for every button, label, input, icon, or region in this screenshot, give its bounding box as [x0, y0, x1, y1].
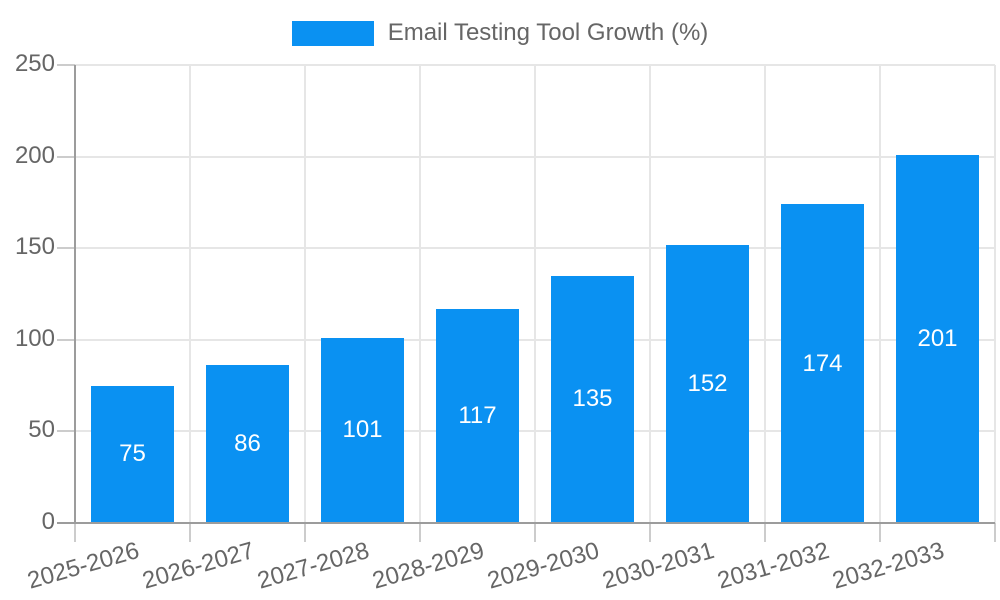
x-gridline — [189, 65, 191, 523]
bar-2032-2033[interactable]: 201 — [896, 154, 979, 523]
y-axis-label-text: 50 — [28, 416, 55, 444]
y-axis-label-text: 100 — [14, 324, 55, 352]
y-axis-tick — [57, 155, 75, 158]
y-axis-line — [74, 65, 76, 524]
x-gridline — [764, 65, 766, 523]
bar-2027-2028[interactable]: 101 — [321, 337, 404, 523]
x-gridline — [649, 65, 651, 523]
x-axis-label-text: 2027-2028 — [254, 537, 372, 595]
y-axis-label-text: 200 — [14, 141, 55, 169]
x-axis-label-text: 2030-2031 — [599, 537, 717, 595]
x-axis-label-text: 2029-2030 — [484, 537, 602, 595]
bar-2028-2029[interactable]: 117 — [436, 308, 519, 523]
x-axis-label-text: 2026-2027 — [139, 537, 257, 595]
y-axis-tick — [57, 338, 75, 341]
x-gridline — [994, 65, 996, 523]
legend-swatch-icon — [291, 20, 374, 46]
y-axis-label-text: 0 — [41, 507, 55, 535]
x-axis-label-text: 2028-2029 — [369, 537, 487, 595]
bar-2031-2032-text: 174 — [802, 349, 843, 377]
x-gridline — [304, 65, 306, 523]
legend-label: Email Testing Tool Growth (%) — [387, 19, 709, 46]
bar-2026-2027[interactable]: 86 — [206, 365, 289, 523]
bar-2030-2031[interactable]: 152 — [666, 244, 749, 523]
x-axis-tick — [649, 523, 651, 542]
x-gridline — [419, 65, 421, 523]
bar-2030-2031-text: 152 — [687, 369, 728, 397]
bar-2028-2029-text: 117 — [458, 401, 497, 429]
x-axis-tick — [419, 523, 421, 542]
x-axis-tick — [994, 523, 996, 542]
x-axis-line — [57, 522, 995, 524]
x-axis-label-text: 2031-2032 — [714, 537, 832, 595]
x-gridline — [534, 65, 536, 523]
y-axis-tick — [57, 430, 75, 433]
chart-legend[interactable]: Email Testing Tool Growth (%) — [0, 18, 1000, 48]
x-axis-label-text: 2032-2033 — [829, 537, 947, 595]
bar-2031-2032[interactable]: 174 — [781, 204, 864, 523]
bar-2032-2033-text: 201 — [917, 324, 958, 352]
x-axis-label-text: 2025-2026 — [24, 537, 142, 595]
x-gridline — [879, 65, 881, 523]
y-axis-label-text: 250 — [14, 49, 55, 77]
y-axis-label-text: 150 — [14, 233, 55, 261]
bar-2029-2030-text: 135 — [572, 385, 613, 413]
bar-2029-2030[interactable]: 135 — [551, 275, 634, 523]
bar-2027-2028-text: 101 — [342, 416, 383, 444]
bar-2025-2026[interactable]: 75 — [91, 385, 174, 523]
y-axis-tick — [57, 64, 75, 66]
x-axis-tick — [189, 523, 191, 542]
x-axis-tick — [879, 523, 881, 542]
bar-2026-2027-text: 86 — [234, 430, 261, 458]
x-axis-tick — [74, 523, 76, 542]
y-axis-tick — [57, 247, 75, 250]
x-axis-tick — [534, 523, 536, 542]
x-axis-tick — [304, 523, 306, 542]
x-axis-tick — [764, 523, 766, 542]
bar-2025-2026-text: 75 — [119, 440, 146, 468]
